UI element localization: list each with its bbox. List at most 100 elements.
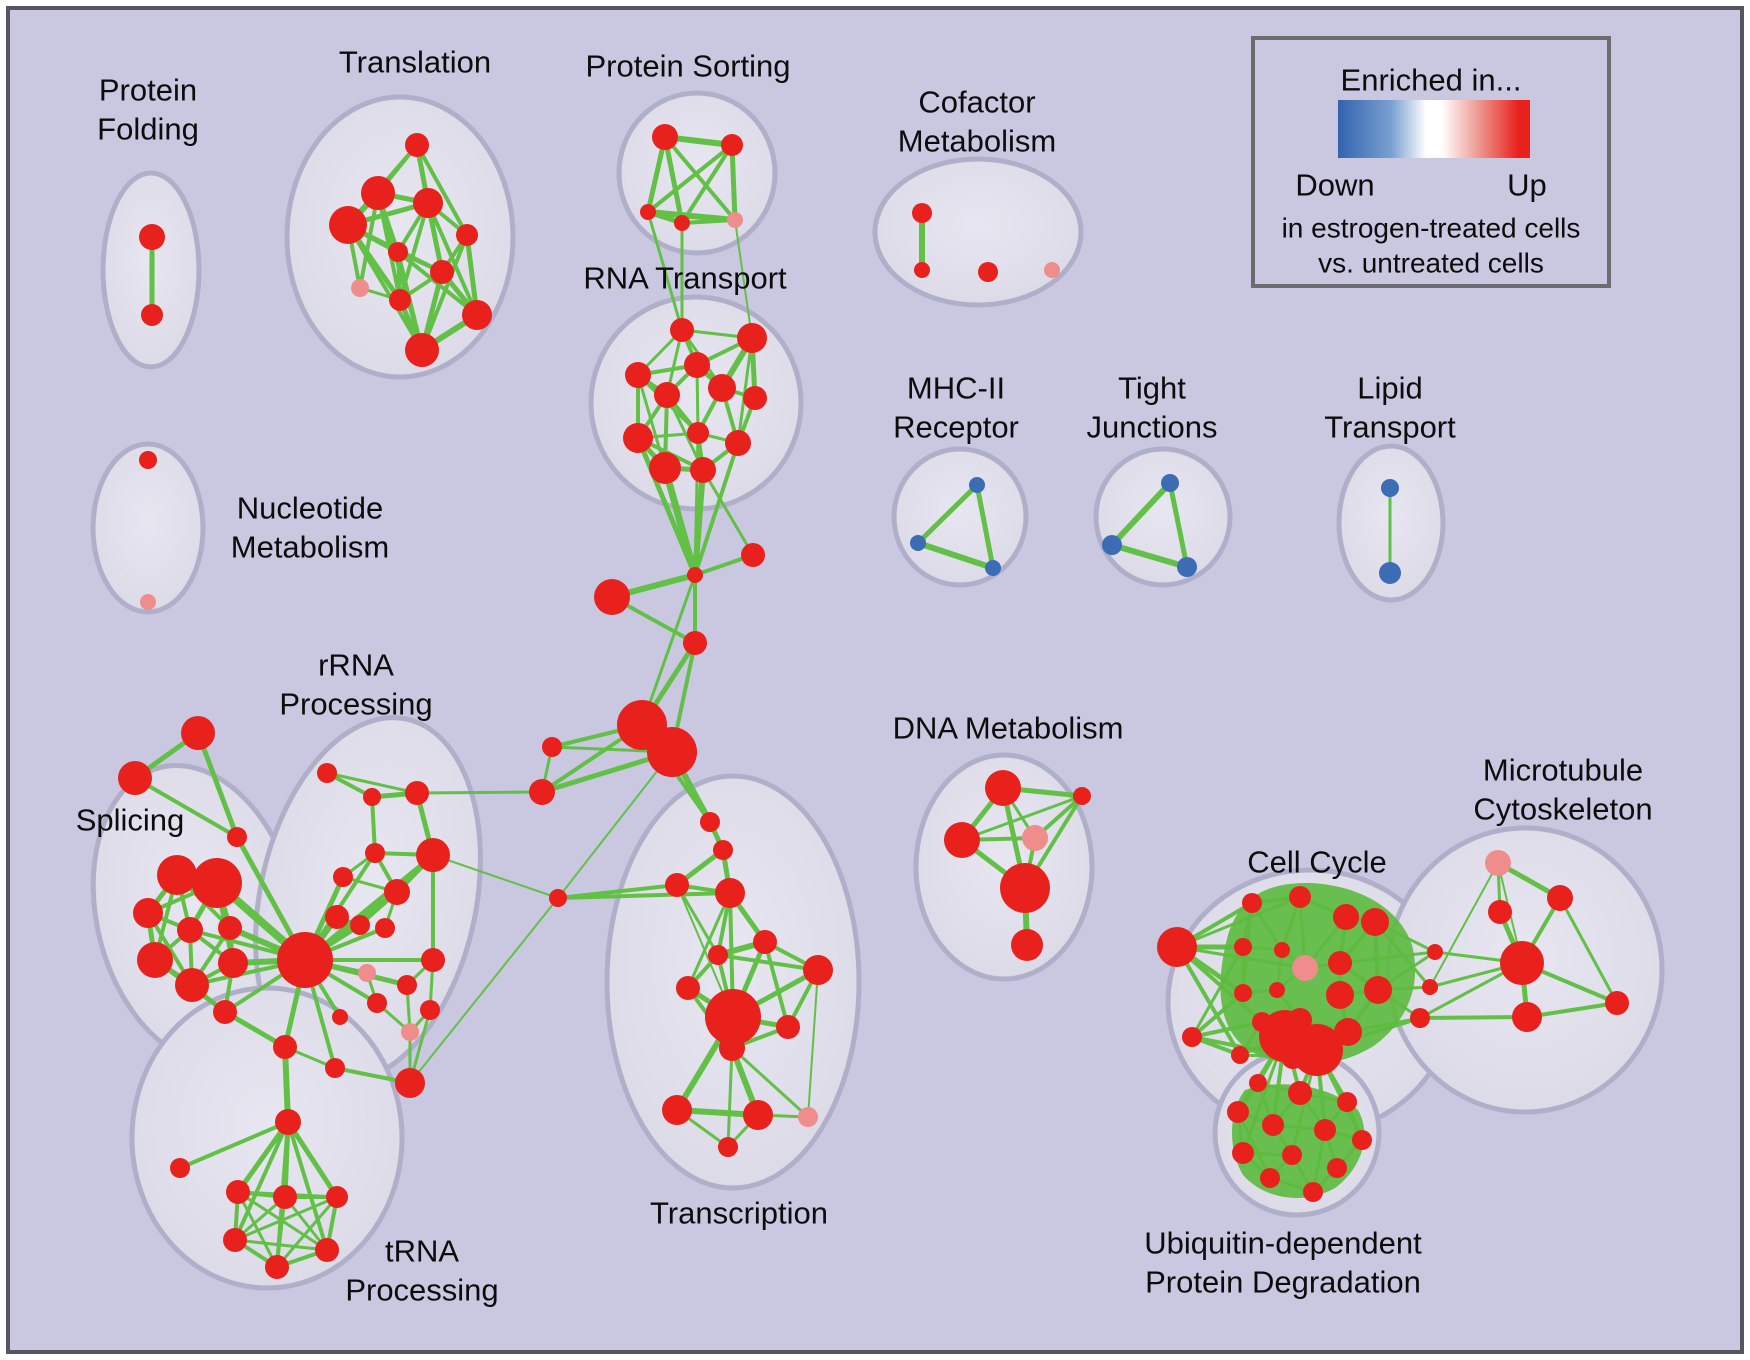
network-edge (556, 891, 732, 900)
network-node (1044, 262, 1060, 278)
network-node (1500, 941, 1544, 985)
network-edge (662, 134, 685, 226)
cluster-labels-layer: Protein Folding Translation Protein Sorting… (76, 45, 1653, 1308)
network-node (397, 975, 417, 995)
network-node (690, 457, 716, 483)
network-node (640, 204, 656, 220)
cluster-label-cell-cycle: Cell Cycle (1247, 845, 1387, 880)
network-node (363, 788, 381, 806)
network-node (273, 1035, 297, 1059)
cluster-ellipse-translation (284, 94, 516, 380)
network-edge (729, 142, 738, 223)
legend-caption-line1: in estrogen-treated cells (1282, 213, 1581, 244)
cluster-label-lipid-transport: Transport (1324, 410, 1456, 445)
network-edge (432, 854, 559, 899)
network-node (139, 451, 157, 469)
network-node (325, 1058, 345, 1078)
network-node (719, 1035, 745, 1061)
network-node (1410, 1008, 1430, 1028)
network-node (776, 1015, 800, 1039)
network-node (389, 289, 411, 311)
cluster-label-cofactor-metabolism: Metabolism (898, 124, 1057, 159)
network-node (175, 968, 209, 1002)
network-node (687, 422, 709, 444)
network-edge (1109, 542, 1190, 570)
network-edge (233, 1120, 290, 1242)
network-node (329, 206, 367, 244)
network-node (1427, 944, 1443, 960)
network-edge (730, 1046, 810, 1119)
network-node (218, 948, 248, 978)
network-edge (686, 891, 732, 990)
network-node (1269, 982, 1285, 998)
network-node (1381, 479, 1399, 497)
network-node (914, 262, 930, 278)
network-node (273, 1185, 297, 1209)
network-node (708, 374, 736, 402)
legend-box (1251, 36, 1611, 288)
cluster-label-lipid-transport: Lipid (1357, 371, 1423, 406)
network-node (1274, 942, 1290, 958)
network-node (715, 878, 745, 908)
network-edge (915, 540, 996, 571)
network-node (365, 843, 385, 863)
network-node (978, 262, 998, 282)
network-node (405, 781, 429, 805)
network-node (1333, 904, 1359, 930)
network-node (743, 386, 767, 410)
network-node (367, 993, 387, 1013)
network-node (375, 918, 395, 938)
network-node (177, 917, 203, 943)
legend-gradient-bar (1338, 100, 1530, 158)
network-node (326, 1186, 348, 1208)
cluster-label-transcription: Transcription (650, 1196, 828, 1231)
network-node (361, 176, 395, 210)
network-node (662, 1095, 692, 1125)
network-node (456, 224, 478, 246)
network-edge (346, 223, 424, 352)
network-node (944, 822, 980, 858)
network-node (401, 1023, 419, 1041)
network-node (218, 916, 242, 940)
cluster-label-nucleotide-metabolism: Metabolism (231, 530, 390, 565)
cluster-label-trna-processing: Processing (345, 1273, 498, 1308)
network-node (623, 423, 653, 453)
network-edge (1109, 480, 1173, 548)
cluster-label-microtubule-cytoskeleton: Microtubule (1483, 753, 1643, 788)
network-edge (1167, 480, 1190, 570)
cluster-ellipse-nucleotide-metabolism (90, 441, 206, 615)
legend: Enriched in... Down Up in estrogen-treat… (1251, 36, 1611, 288)
legend-down-label: Down (1295, 168, 1374, 203)
cluster-label-rna-transport: RNA Transport (583, 261, 787, 296)
network-node (737, 323, 767, 353)
network-node (1242, 893, 1262, 913)
network-node (798, 1107, 818, 1127)
network-node (1379, 562, 1401, 584)
network-edge (420, 233, 469, 352)
network-node (713, 840, 733, 860)
network-node (332, 1009, 348, 1025)
network-node (1182, 1027, 1202, 1047)
network-node (1334, 1018, 1362, 1046)
network-node (1314, 1119, 1336, 1141)
network-node (654, 382, 680, 408)
cluster-label-rrna-processing: rRNA (318, 648, 394, 683)
cluster-label-mhc-ii-receptor: Receptor (893, 410, 1019, 445)
network-edge (726, 1046, 734, 1149)
network-node (462, 300, 492, 330)
network-node (652, 124, 678, 150)
cluster-label-protein-sorting: Protein Sorting (585, 49, 790, 84)
legend-title: Enriched in... (1341, 63, 1522, 98)
network-node (549, 889, 567, 907)
network-node (743, 1100, 773, 1130)
network-edge (693, 441, 740, 577)
network-node (137, 942, 173, 978)
network-node (325, 905, 349, 929)
network-node (1177, 557, 1197, 577)
network-node (1352, 1130, 1372, 1150)
network-edge (1418, 1015, 1529, 1020)
network-node (1073, 787, 1091, 805)
network-node (676, 976, 700, 1000)
cluster-ellipse-cofactor-metabolism (872, 156, 1084, 308)
network-node (985, 560, 1001, 576)
